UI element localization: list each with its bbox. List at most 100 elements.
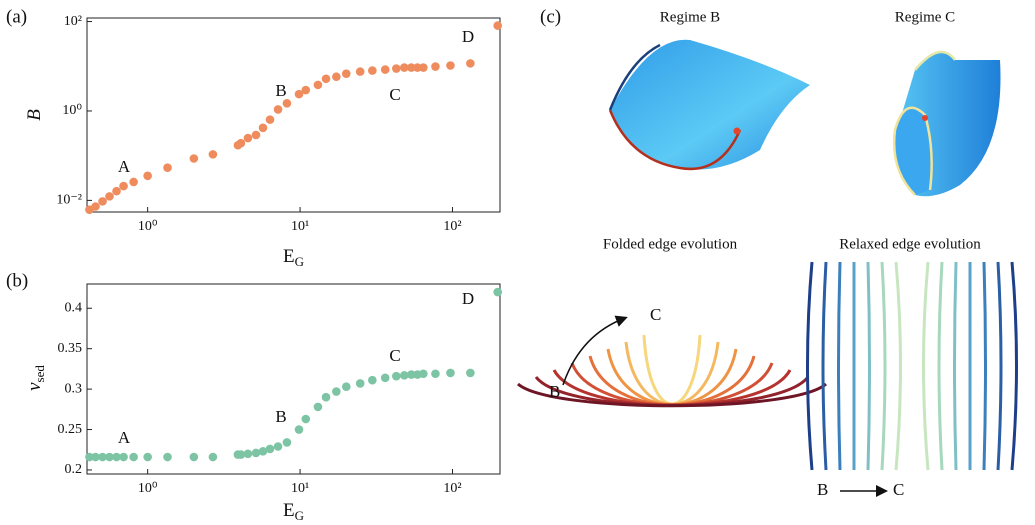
data-point bbox=[332, 387, 341, 396]
data-point bbox=[282, 99, 292, 108]
data-point bbox=[368, 375, 377, 385]
x-label-sub: G bbox=[295, 254, 304, 269]
relaxed-end: C bbox=[893, 480, 904, 499]
edge-line bbox=[996, 261, 1003, 471]
data-point bbox=[355, 67, 365, 76]
y-axis-label: B bbox=[24, 109, 45, 121]
edge-line bbox=[894, 261, 902, 471]
data-point bbox=[258, 447, 268, 456]
annotation: D bbox=[462, 289, 474, 308]
data-point bbox=[407, 63, 416, 72]
data-point bbox=[236, 450, 246, 459]
data-point bbox=[419, 63, 428, 72]
plot-frame bbox=[86, 283, 501, 475]
data-point bbox=[493, 287, 503, 297]
data-point bbox=[129, 452, 138, 462]
edge-line bbox=[880, 261, 887, 471]
data-point bbox=[105, 192, 114, 201]
folded-start: B bbox=[549, 382, 560, 401]
y-tick-label: 0.35 bbox=[58, 341, 83, 356]
panel-label: (a) bbox=[6, 6, 27, 27]
data-point bbox=[355, 379, 365, 388]
x-axis-label: EG bbox=[283, 500, 304, 523]
data-point bbox=[341, 69, 351, 78]
data-point bbox=[251, 130, 261, 140]
x-tick-label: 10¹ bbox=[291, 481, 309, 496]
edge-curve bbox=[642, 334, 702, 406]
edge-line bbox=[1010, 261, 1018, 471]
data-point bbox=[407, 370, 416, 379]
data-point bbox=[265, 115, 275, 124]
regime-b-surface bbox=[608, 39, 810, 171]
edge-line bbox=[866, 261, 871, 471]
edge-line bbox=[982, 261, 987, 471]
data-point bbox=[380, 373, 390, 383]
data-point bbox=[380, 65, 390, 74]
edge-curve bbox=[517, 382, 827, 408]
regime-c-surface bbox=[893, 50, 1001, 197]
data-point bbox=[446, 368, 455, 378]
data-point bbox=[400, 63, 409, 72]
annotation: C bbox=[389, 346, 400, 365]
x-tick-label: 10² bbox=[443, 219, 461, 234]
x-tick-label: 10¹ bbox=[291, 219, 309, 234]
annotation: A bbox=[118, 428, 131, 447]
regime-b-title: Regime B bbox=[660, 9, 720, 25]
edge-line bbox=[937, 261, 944, 471]
edge-line bbox=[821, 261, 828, 471]
y-tick-label: 10⁻² bbox=[56, 193, 82, 208]
folded-curves bbox=[517, 334, 827, 408]
data-point bbox=[400, 371, 409, 380]
data-point bbox=[189, 452, 199, 462]
x-tick-label: 10⁰ bbox=[138, 481, 158, 496]
edge-line bbox=[922, 261, 930, 471]
data-point bbox=[273, 442, 283, 451]
data-point bbox=[313, 402, 323, 412]
data-point bbox=[446, 61, 455, 70]
data-point bbox=[294, 425, 304, 434]
data-point bbox=[143, 171, 152, 181]
annotation: D bbox=[462, 27, 474, 46]
y-axis-label: vsed bbox=[24, 365, 47, 391]
y-tick-label: 0.2 bbox=[65, 462, 83, 477]
data-point bbox=[251, 448, 261, 458]
annotation: C bbox=[389, 85, 400, 104]
data-point bbox=[392, 64, 401, 73]
data-point bbox=[119, 452, 128, 462]
data-point bbox=[493, 21, 503, 30]
data-point bbox=[301, 414, 311, 424]
data-point bbox=[236, 138, 246, 148]
x-label-main: E bbox=[283, 500, 295, 521]
plot-frame bbox=[86, 17, 501, 213]
data-point bbox=[341, 382, 351, 391]
data-point bbox=[466, 368, 475, 378]
panel-label: (b) bbox=[6, 270, 28, 291]
edge-line bbox=[953, 261, 958, 471]
folded-arrow bbox=[562, 315, 628, 386]
data-point bbox=[273, 105, 283, 114]
folded-end: C bbox=[650, 305, 661, 324]
data-point bbox=[119, 181, 128, 191]
data-point bbox=[321, 74, 331, 84]
y-label-sub: sed bbox=[32, 365, 47, 383]
data-point bbox=[321, 392, 331, 402]
data-point bbox=[91, 202, 100, 211]
x-axis-label: EG bbox=[283, 246, 304, 269]
y-tick-label: 0.25 bbox=[58, 422, 83, 437]
data-point bbox=[105, 452, 114, 462]
data-point bbox=[98, 452, 107, 462]
x-tick-label: 10⁰ bbox=[138, 219, 158, 234]
edge-line bbox=[837, 261, 842, 471]
data-point bbox=[85, 452, 94, 462]
relaxed-lines bbox=[806, 261, 1018, 471]
data-point bbox=[265, 444, 275, 454]
y-tick-label: 0.4 bbox=[65, 300, 83, 315]
data-point bbox=[98, 197, 107, 206]
data-point bbox=[112, 186, 121, 196]
relaxed-title: Relaxed edge evolution bbox=[839, 236, 981, 252]
y-label-main: v bbox=[24, 382, 45, 391]
data-point bbox=[243, 449, 253, 459]
data-point bbox=[189, 154, 199, 163]
data-point bbox=[258, 123, 268, 133]
